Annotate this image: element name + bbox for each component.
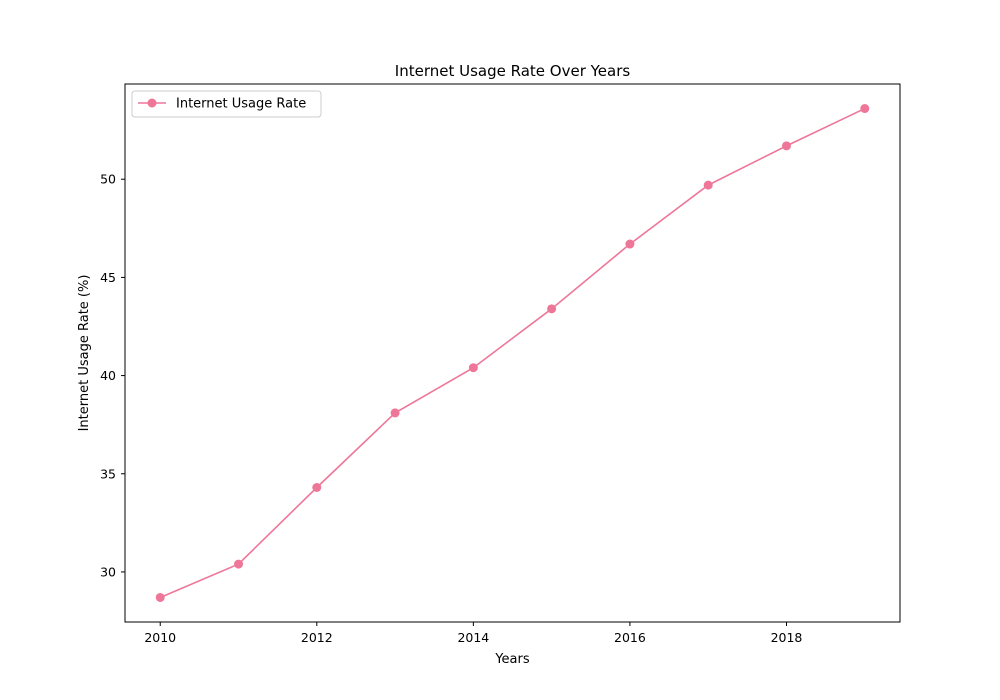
y-tick-label: 40 — [100, 368, 116, 383]
plot-area — [155, 104, 870, 602]
data-point — [468, 363, 478, 373]
y-tick-label: 45 — [100, 270, 116, 285]
data-point — [703, 180, 713, 190]
data-point — [155, 592, 165, 602]
x-tick-label: 2018 — [771, 630, 803, 645]
x-tick-label: 2014 — [457, 630, 489, 645]
x-axis: 2010 2012 2014 2016 2018 — [144, 622, 802, 645]
x-axis-title: Years — [494, 652, 530, 667]
legend-box — [131, 90, 322, 118]
legend: Internet Usage Rate — [131, 90, 322, 118]
x-tick-label: 2016 — [614, 630, 646, 645]
data-point — [781, 141, 791, 151]
y-tick-label: 35 — [100, 466, 116, 481]
y-axis-title: Internet Usage Rate (%) — [77, 275, 92, 432]
data-point — [860, 104, 870, 114]
data-point — [234, 559, 244, 569]
x-tick-label: 2010 — [144, 630, 176, 645]
series-line — [159, 107, 866, 599]
data-point — [312, 483, 322, 492]
y-tick-label: 50 — [100, 172, 116, 187]
chart-title: Internet Usage Rate Over Years — [395, 62, 631, 80]
legend-label: Internet Usage Rate — [176, 97, 306, 112]
x-tick-label: 2012 — [301, 630, 333, 645]
data-point — [390, 408, 400, 418]
y-axis: 30 35 40 45 50 — [100, 172, 125, 579]
data-point — [547, 304, 557, 314]
data-point — [625, 239, 635, 249]
y-tick-label: 30 — [100, 564, 116, 579]
plot-frame — [124, 83, 901, 623]
legend-marker-swatch — [147, 98, 157, 108]
